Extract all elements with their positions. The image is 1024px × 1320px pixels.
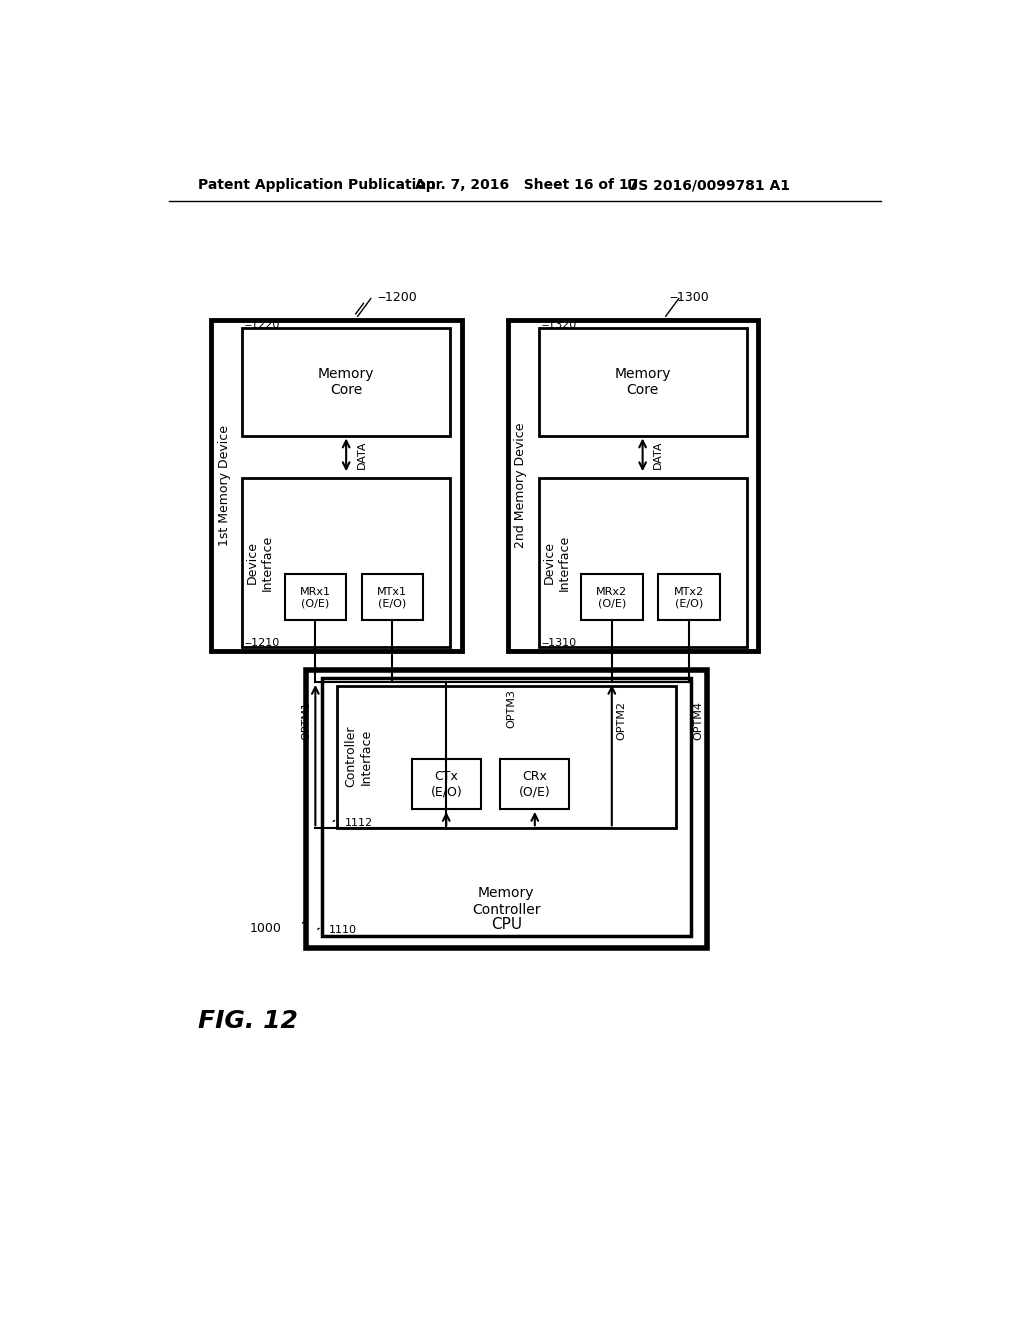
Text: 1110: 1110 [330, 925, 357, 935]
Text: Memory
Controller: Memory Controller [472, 886, 541, 916]
Text: Memory
Core: Memory Core [614, 367, 671, 397]
Text: MTx1
(E/O): MTx1 (E/O) [378, 586, 408, 609]
Bar [539, 327, 746, 436]
Text: CPU: CPU [490, 917, 522, 932]
Bar [337, 686, 676, 829]
Bar [508, 321, 758, 651]
Text: MRx2
(O/E): MRx2 (O/E) [596, 586, 628, 609]
Bar [285, 574, 346, 620]
Text: OPTM1: OPTM1 [301, 701, 311, 741]
Text: ‒1210: ‒1210 [245, 639, 280, 648]
Text: DATA: DATA [356, 441, 367, 469]
Bar [412, 759, 481, 809]
Text: ‒1310: ‒1310 [541, 639, 577, 648]
Text: FIG. 12: FIG. 12 [199, 1008, 298, 1032]
Text: 2nd Memory Device: 2nd Memory Device [514, 422, 527, 548]
Bar [322, 678, 691, 936]
Text: OPTM2: OPTM2 [616, 701, 626, 741]
Text: Controller
Interface: Controller Interface [344, 726, 373, 788]
Text: CRx
(O/E): CRx (O/E) [519, 771, 551, 799]
Bar [500, 759, 569, 809]
Text: 1st Memory Device: 1st Memory Device [218, 425, 231, 546]
Text: Device
Interface: Device Interface [543, 535, 570, 591]
Bar [243, 327, 451, 436]
Text: Device
Interface: Device Interface [246, 535, 274, 591]
Text: ‒1320: ‒1320 [541, 319, 577, 330]
Bar [361, 574, 423, 620]
Text: US 2016/0099781 A1: US 2016/0099781 A1 [628, 178, 791, 193]
Bar [306, 671, 707, 948]
Text: OPTM3: OPTM3 [507, 689, 517, 729]
Bar [211, 321, 462, 651]
Text: CTx
(E/O): CTx (E/O) [430, 771, 462, 799]
Text: ‒1220: ‒1220 [245, 319, 280, 330]
Text: DATA: DATA [653, 441, 663, 469]
Text: 1112: 1112 [345, 818, 373, 828]
Bar [581, 574, 643, 620]
Bar [243, 478, 451, 647]
Text: Memory
Core: Memory Core [317, 367, 375, 397]
Text: ‒1300: ‒1300 [670, 290, 710, 304]
Text: 1000: 1000 [250, 921, 282, 935]
Text: Patent Application Publication: Patent Application Publication [199, 178, 436, 193]
Text: OPTM4: OPTM4 [693, 701, 703, 741]
Text: ‒1200: ‒1200 [377, 290, 417, 304]
Text: Apr. 7, 2016   Sheet 16 of 17: Apr. 7, 2016 Sheet 16 of 17 [416, 178, 639, 193]
Text: MTx2
(E/O): MTx2 (E/O) [674, 586, 703, 609]
Text: MRx1
(O/E): MRx1 (O/E) [300, 586, 331, 609]
Bar [539, 478, 746, 647]
Bar [658, 574, 720, 620]
